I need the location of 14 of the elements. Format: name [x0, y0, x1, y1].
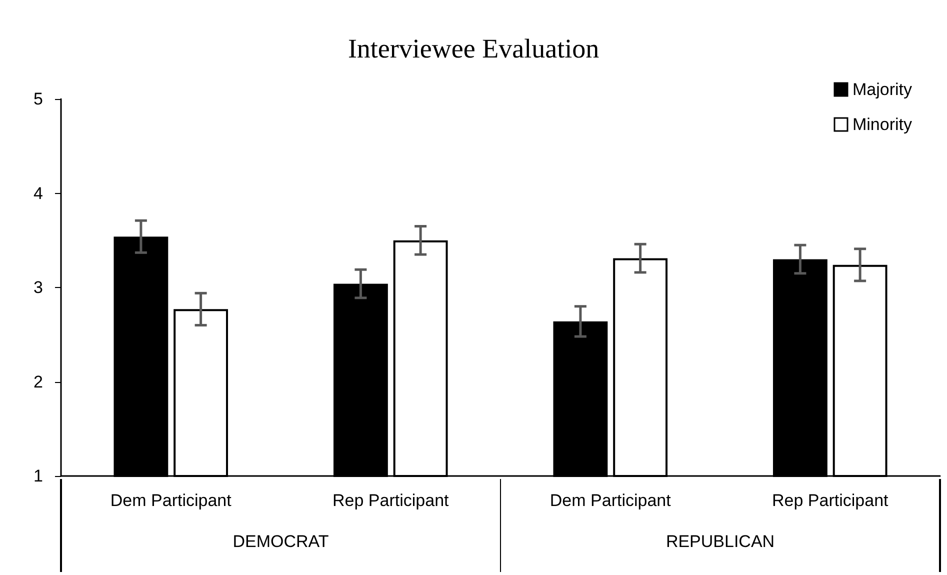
y-tick-label: 3	[34, 278, 43, 297]
text: REPUBLICAN	[666, 532, 775, 551]
x-tick-label: Dem Participant	[110, 491, 232, 510]
x-tick-label: Rep Participant	[332, 491, 450, 510]
text: DEMOCRAT	[232, 532, 329, 551]
y-tick-label: 2	[34, 372, 43, 392]
y-tick-label: 5	[34, 90, 43, 108]
legend-label: Minority	[852, 115, 912, 134]
y-tick-label: 4	[34, 184, 43, 203]
legend-label: Majority	[852, 80, 912, 99]
x-tick-label: Dem Participant	[550, 491, 672, 510]
y-tick-label: 1	[34, 466, 43, 486]
chart-title: Interviewee Evaluation	[348, 34, 600, 64]
x-tick-label: Rep Participant	[772, 491, 889, 510]
